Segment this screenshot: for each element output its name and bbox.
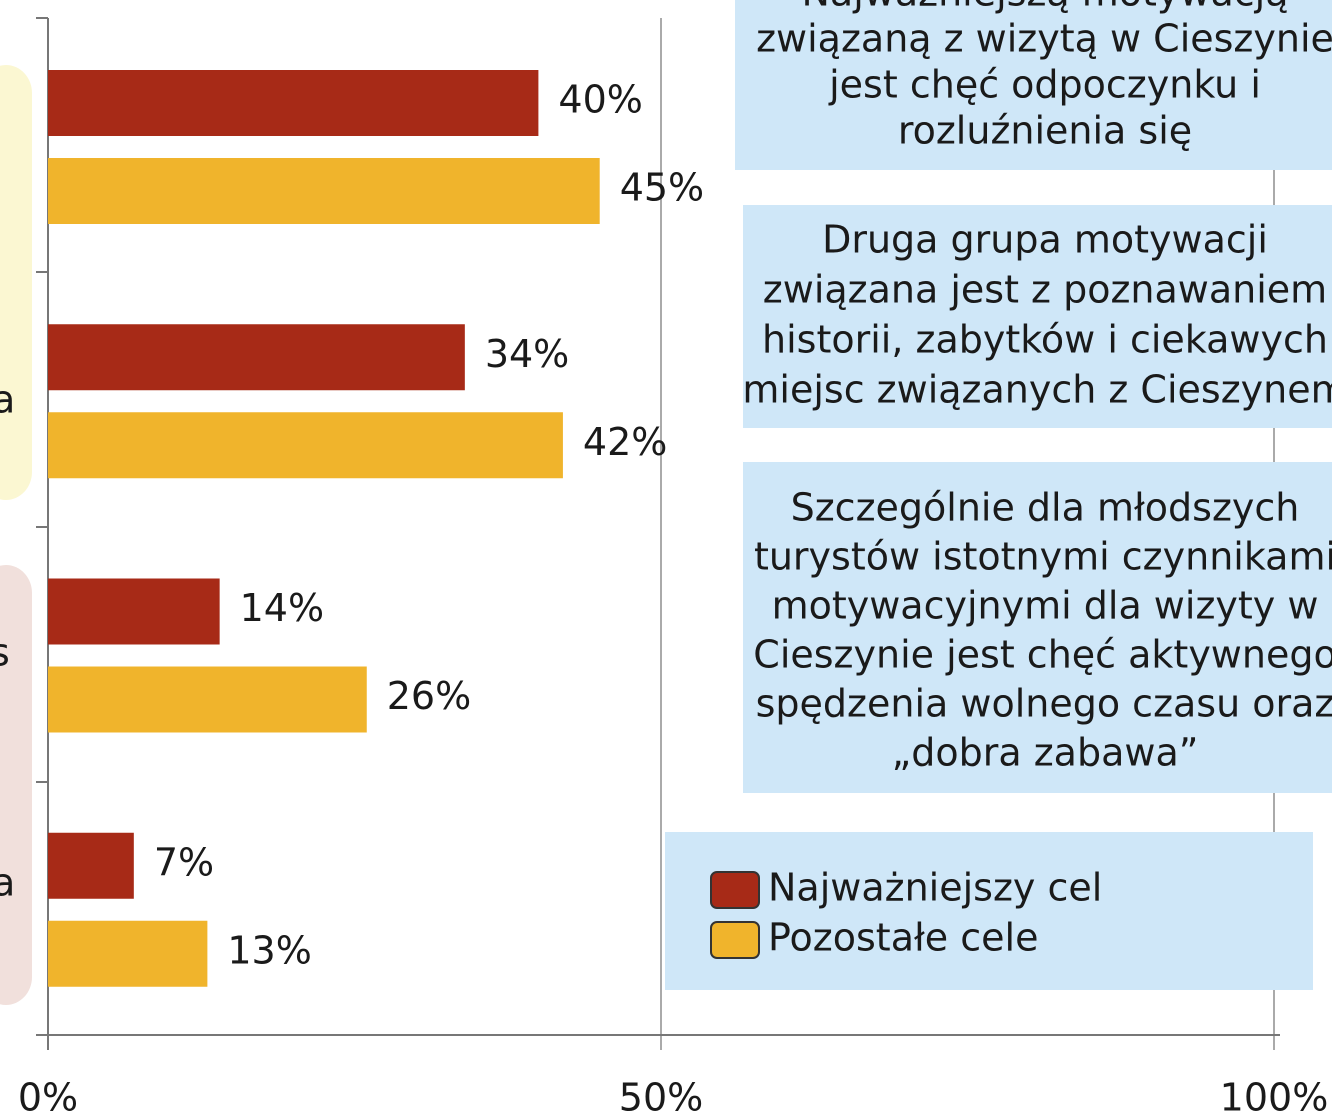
x-tick-label: 0% (18, 1076, 78, 1120)
note-box (743, 205, 1332, 428)
note-text: Cieszynie jest chęć aktywnego (753, 633, 1332, 677)
bar (48, 578, 220, 645)
bar (48, 920, 208, 987)
note-text: jest chęć odpoczynku i (828, 63, 1261, 107)
value-label: 7% (154, 840, 214, 884)
legend-swatch (710, 871, 760, 909)
note-text: miejsc związanych z Cieszynem (742, 368, 1332, 412)
x-tick-label: 100% (1220, 1076, 1329, 1120)
note-text: Szczególnie dla młodszych (791, 486, 1300, 530)
value-label: 42% (583, 420, 667, 464)
x-tick-label: 50% (619, 1076, 703, 1120)
bar (48, 412, 563, 479)
cut-label: s (0, 631, 10, 675)
legend-box (665, 832, 1313, 990)
note-text: spędzenia wolnego czasu oraz (756, 682, 1332, 726)
note-text: Najważniejszą motywacją (801, 0, 1288, 15)
cut-label: a (0, 378, 15, 422)
legend-label: Pozostałe cele (768, 916, 1038, 960)
bar (48, 324, 465, 391)
legend-swatch (710, 921, 760, 959)
bar (48, 666, 367, 733)
bar (48, 158, 600, 224)
group-panel (0, 565, 32, 1005)
bar (48, 832, 134, 899)
value-label: 14% (240, 586, 324, 630)
value-label: 40% (558, 78, 642, 122)
note-text: związana jest z poznawaniem (763, 268, 1327, 312)
cut-label: a (0, 861, 15, 905)
note-box (735, 0, 1332, 170)
note-text: Druga grupa motywacji (822, 218, 1268, 262)
note-text: motywacyjnymi dla wizyty w (772, 584, 1319, 628)
note-text: turystów istotnymi czynnikami (754, 535, 1332, 579)
legend-label: Najważniejszy cel (768, 866, 1102, 910)
note-text: „dobra zabawa” (892, 731, 1199, 775)
value-label: 34% (485, 332, 569, 376)
note-text: historii, zabytków i ciekawych (762, 318, 1328, 362)
value-label: 13% (227, 928, 311, 972)
value-label: 26% (387, 674, 471, 718)
note-text: związaną z wizytą w Cieszynie (756, 17, 1332, 61)
bar (48, 70, 539, 136)
group-panel (0, 65, 32, 500)
note-text: rozluźnienia się (898, 109, 1192, 153)
note-box (743, 462, 1332, 793)
value-label: 45% (620, 166, 704, 210)
